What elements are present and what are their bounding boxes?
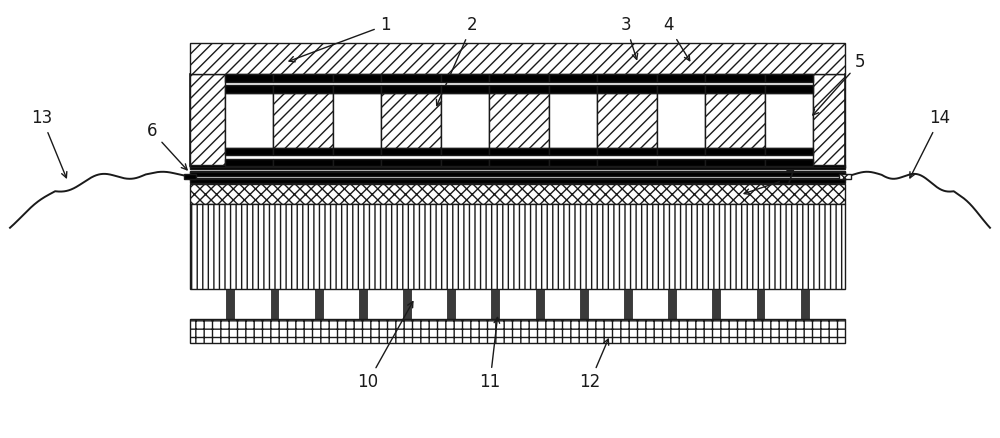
Bar — [597, 148, 657, 155]
Text: 12: 12 — [579, 339, 609, 391]
Bar — [597, 74, 657, 82]
Bar — [705, 148, 765, 155]
Bar — [839, 174, 851, 179]
Bar — [597, 159, 657, 166]
Bar — [184, 174, 196, 179]
Bar — [491, 289, 499, 319]
Bar — [333, 85, 381, 93]
Bar — [765, 93, 813, 148]
Bar — [190, 184, 845, 204]
Bar — [765, 74, 813, 82]
Bar — [333, 159, 381, 166]
Bar — [668, 289, 676, 319]
Text: 2: 2 — [436, 16, 477, 106]
Bar — [549, 74, 597, 82]
Bar — [447, 289, 455, 319]
Bar — [441, 159, 489, 166]
Bar — [489, 159, 549, 166]
Bar — [624, 289, 632, 319]
Bar — [381, 148, 441, 155]
Bar — [441, 85, 489, 93]
Text: 6: 6 — [147, 122, 187, 170]
Text: 11: 11 — [479, 318, 501, 391]
Bar — [273, 74, 333, 82]
Bar — [190, 179, 845, 183]
Bar — [225, 148, 273, 155]
Bar — [657, 85, 705, 93]
Bar — [273, 159, 333, 166]
Bar — [712, 289, 720, 319]
Bar — [273, 93, 333, 148]
Bar — [549, 85, 597, 93]
Bar — [657, 93, 705, 148]
Bar — [381, 85, 441, 93]
Bar — [705, 85, 765, 93]
Bar — [225, 74, 273, 82]
Bar — [489, 148, 549, 155]
Bar — [705, 74, 765, 82]
Bar — [489, 93, 549, 148]
Bar — [333, 93, 381, 148]
Bar — [273, 85, 333, 93]
Bar — [333, 74, 381, 82]
Bar — [705, 159, 765, 166]
Bar — [597, 85, 657, 93]
Text: 5: 5 — [813, 53, 865, 115]
Text: 7: 7 — [744, 169, 795, 194]
Bar — [333, 148, 381, 155]
Bar — [190, 171, 845, 173]
Bar — [765, 159, 813, 166]
Bar — [359, 289, 367, 319]
Bar — [190, 172, 845, 176]
Bar — [801, 289, 809, 319]
Bar — [273, 148, 333, 155]
Bar — [381, 159, 441, 166]
Bar — [190, 178, 845, 180]
Bar — [441, 148, 489, 155]
Text: 14: 14 — [910, 109, 951, 178]
Bar — [489, 74, 549, 82]
Bar — [657, 159, 705, 166]
Bar — [190, 204, 845, 289]
Bar — [381, 74, 441, 82]
Bar — [536, 289, 544, 319]
Bar — [757, 289, 764, 319]
Bar — [765, 148, 813, 155]
Bar — [403, 289, 411, 319]
Bar — [225, 159, 273, 166]
Bar — [190, 165, 845, 169]
Text: 3: 3 — [621, 16, 638, 60]
Bar — [271, 289, 278, 319]
Text: 1: 1 — [289, 16, 390, 62]
Bar — [549, 93, 597, 148]
Bar — [315, 289, 323, 319]
Bar — [190, 43, 845, 74]
Bar — [549, 148, 597, 155]
Bar — [225, 93, 273, 148]
Bar — [765, 85, 813, 93]
Text: 4: 4 — [663, 16, 690, 61]
Bar — [549, 159, 597, 166]
Bar — [580, 289, 588, 319]
Bar — [657, 148, 705, 155]
Bar — [489, 85, 549, 93]
Bar — [226, 289, 234, 319]
Bar — [597, 93, 657, 148]
Bar — [190, 74, 225, 166]
Bar — [225, 85, 273, 93]
Bar — [813, 74, 845, 166]
Text: 13: 13 — [31, 109, 67, 178]
Bar — [441, 93, 489, 148]
Bar — [705, 93, 765, 148]
Bar — [190, 319, 845, 343]
Bar — [381, 93, 441, 148]
Text: 10: 10 — [357, 302, 413, 391]
Bar — [441, 74, 489, 82]
Bar — [657, 74, 705, 82]
